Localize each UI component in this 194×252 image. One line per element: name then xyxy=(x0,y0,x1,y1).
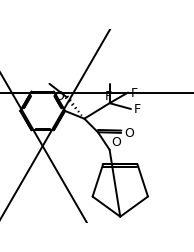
Text: F: F xyxy=(105,89,112,102)
Text: O: O xyxy=(54,90,64,103)
Text: F: F xyxy=(133,103,140,116)
Text: O: O xyxy=(124,126,134,139)
Text: F: F xyxy=(130,87,138,100)
Text: O: O xyxy=(112,135,121,148)
